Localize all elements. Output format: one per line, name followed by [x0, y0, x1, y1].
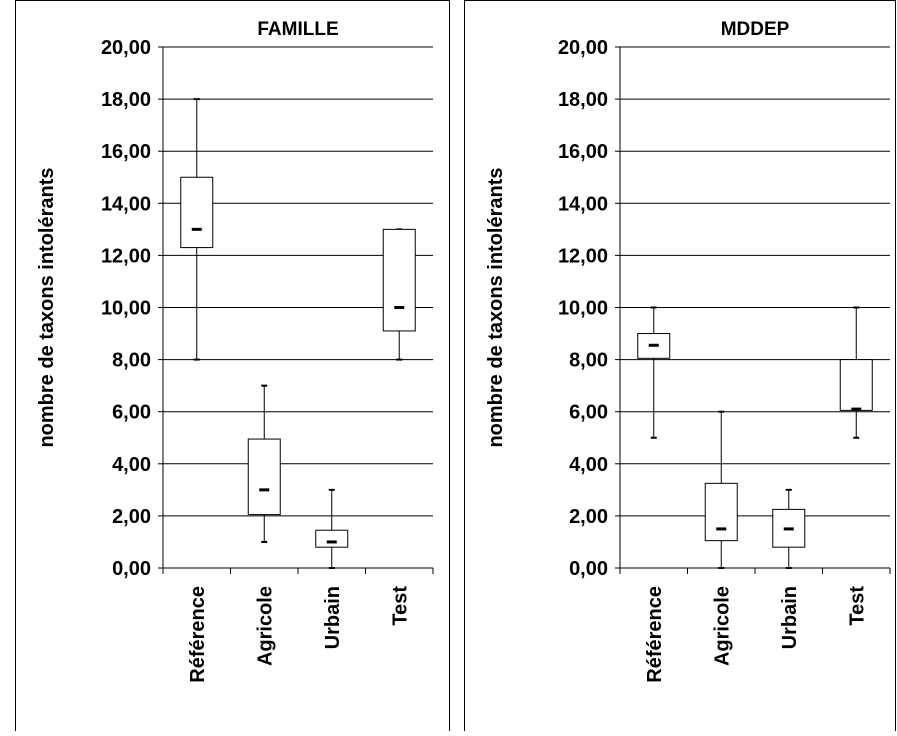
chart-panel: MDDEP nombre de taxons intolérants 0,00 2,0… [464, 0, 896, 736]
y-tick-label: 18,00 [558, 89, 608, 111]
y-tick-label: 2,00 [569, 506, 608, 528]
y-tick-label: 16,00 [558, 141, 608, 163]
x-tick-label: Urbain [322, 586, 344, 649]
y-tick-label: 6,00 [112, 402, 151, 424]
y-tick-label: 4,00 [112, 454, 151, 476]
x-tick-label: Référence [644, 586, 666, 683]
y-tick-label: 8,00 [569, 350, 608, 372]
y-tick-label: 12,00 [101, 245, 151, 267]
x-tick-label: Agricole [711, 586, 733, 666]
x-tick-label: Urbain [779, 586, 801, 649]
y-tick-label: 14,00 [558, 193, 608, 215]
y-axis-label: nombre de taxons intolérants [485, 167, 507, 447]
y-tick-label: 4,00 [569, 454, 608, 476]
x-tick-label: Test [846, 586, 868, 626]
y-tick-label: 10,00 [558, 298, 608, 320]
box [382, 228, 416, 332]
y-tick-label: 16,00 [101, 141, 151, 163]
chart-title: FAMILLE [257, 19, 338, 40]
y-axis-label: nombre de taxons intolérants [36, 167, 58, 447]
panel-frame [15, 0, 450, 736]
y-tick-label: 6,00 [569, 402, 608, 424]
y-tick-label: 10,00 [101, 298, 151, 320]
y-tick-label: 14,00 [101, 193, 151, 215]
y-tick-label: 0,00 [569, 558, 608, 580]
panel-frame [464, 0, 896, 736]
chart-title: MDDEP [721, 19, 790, 40]
y-tick-label: 18,00 [101, 89, 151, 111]
box [180, 176, 214, 249]
x-tick-label: Test [389, 586, 411, 626]
box [315, 529, 349, 548]
box [704, 482, 738, 542]
chart-panel: FAMILLE nombre de taxons intolérants 0,00 2… [15, 0, 450, 736]
x-tick-label: Référence [187, 586, 209, 683]
y-tick-label: 2,00 [112, 506, 151, 528]
y-tick-label: 12,00 [558, 245, 608, 267]
y-tick-label: 0,00 [112, 558, 151, 580]
box [839, 359, 873, 411]
box [247, 438, 281, 516]
y-tick-label: 8,00 [112, 350, 151, 372]
x-tick-label: Agricole [254, 586, 276, 666]
y-tick-label: 20,00 [101, 37, 151, 59]
y-tick-label: 20,00 [558, 37, 608, 59]
